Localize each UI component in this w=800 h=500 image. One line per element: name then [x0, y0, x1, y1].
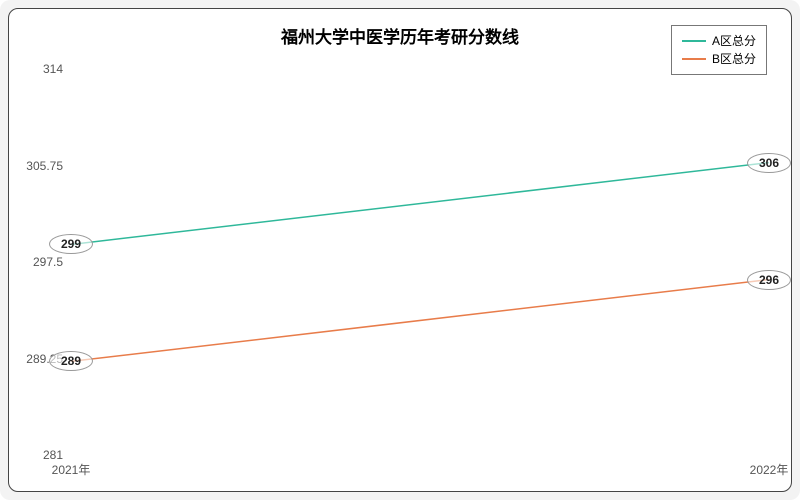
data-label: 289: [61, 354, 81, 368]
y-tick: 297.5: [33, 255, 63, 269]
legend-label-b: B区总分: [712, 50, 756, 68]
chart-panel: 福州大学中医学历年考研分数线 A区总分 B区总分 281289.25297.53…: [8, 8, 792, 492]
x-tick: 2022年: [750, 461, 789, 478]
legend-swatch-b: [682, 58, 706, 60]
line-svg: [71, 69, 769, 455]
x-tick: 2021年: [52, 461, 91, 478]
data-label: 306: [759, 156, 779, 170]
y-tick: 305.75: [26, 159, 63, 173]
legend-swatch-a: [682, 40, 706, 42]
legend-label-a: A区总分: [712, 32, 756, 50]
plot-area: 281289.25297.5305.753142021年2022年2993062…: [71, 69, 769, 455]
y-tick: 289.25: [26, 352, 63, 366]
y-tick: 281: [43, 448, 63, 462]
data-label: 299: [61, 237, 81, 251]
series-line: [71, 163, 769, 245]
data-label: 296: [759, 273, 779, 287]
legend-item-b: B区总分: [682, 50, 756, 68]
legend-item-a: A区总分: [682, 32, 756, 50]
legend: A区总分 B区总分: [671, 25, 767, 75]
series-line: [71, 280, 769, 362]
y-tick: 314: [43, 62, 63, 76]
chart-container: 福州大学中医学历年考研分数线 A区总分 B区总分 281289.25297.53…: [0, 0, 800, 500]
